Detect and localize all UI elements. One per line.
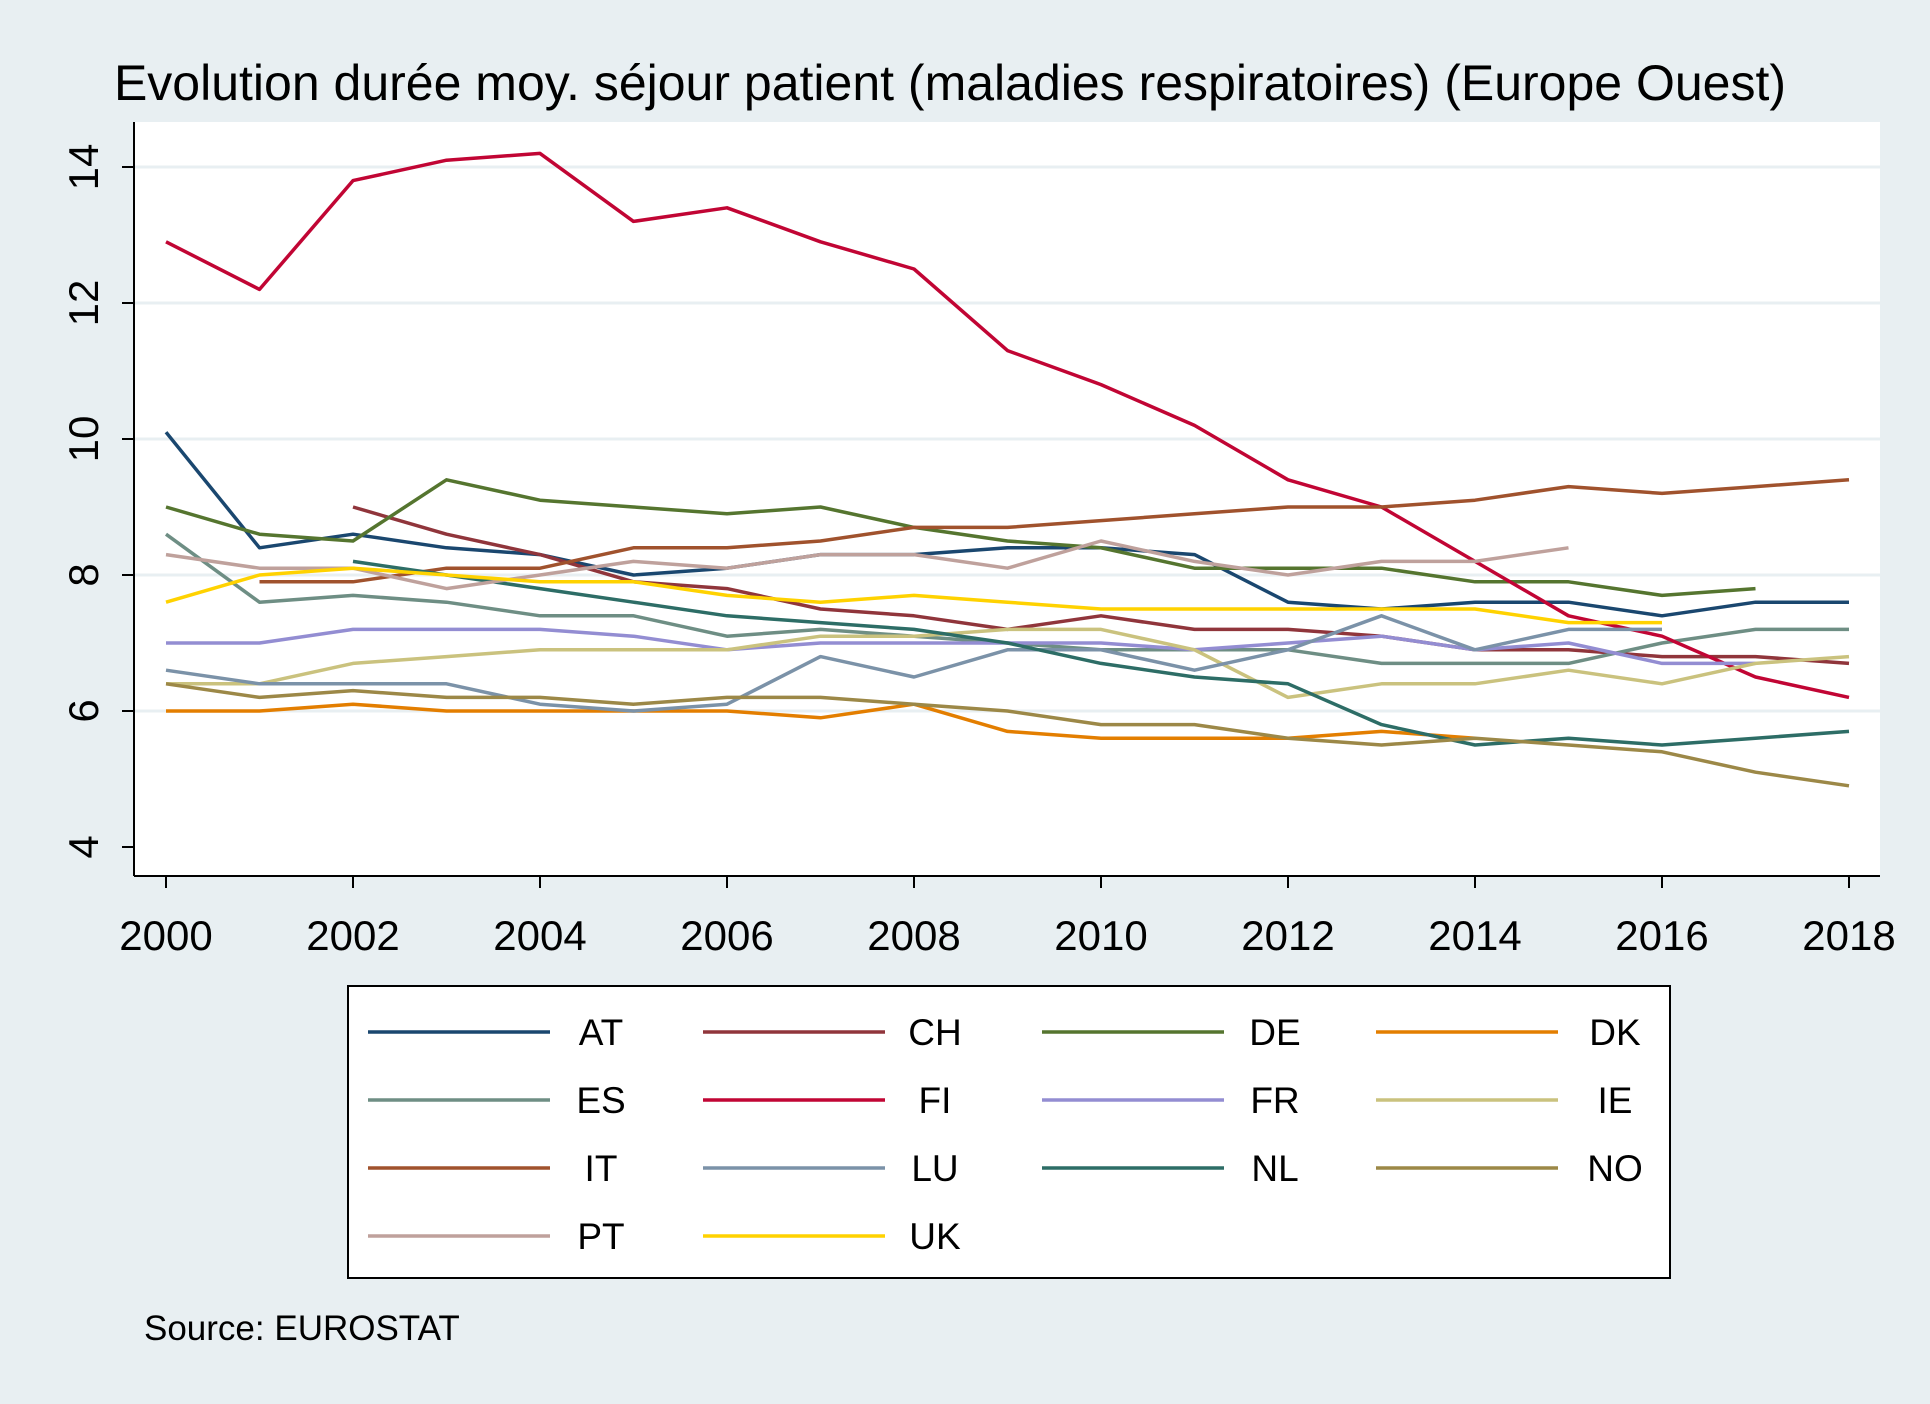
series-line-uk — [165, 566, 1662, 625]
legend-box — [347, 985, 1671, 1279]
axes — [133, 122, 1880, 877]
y-tick-label: 12 — [60, 280, 107, 327]
series-line-fr — [166, 627, 1756, 666]
x-tick-label: 2006 — [680, 912, 773, 959]
plot-area — [134, 122, 1880, 876]
x-tick-label: 2014 — [1428, 912, 1521, 959]
series-line-de — [165, 478, 1756, 598]
legend-label-lu: LU — [911, 1148, 958, 1189]
legend-label-no: NO — [1587, 1148, 1643, 1189]
x-tick-label: 2008 — [867, 912, 960, 959]
chart-title: Evolution durée moy. séjour patient (mal… — [114, 55, 1786, 111]
legend-label-dk: DK — [1589, 1012, 1641, 1053]
x-tick-label: 2010 — [1054, 912, 1147, 959]
legend-label-uk: UK — [909, 1216, 961, 1257]
legend-label-ch: CH — [908, 1012, 961, 1053]
series-line-pt — [165, 539, 1569, 591]
y-tick-label: 6 — [60, 699, 107, 722]
x-tick-label: 2000 — [119, 912, 212, 959]
legend: AT CH DE DK ES FI FR IE IT LU NL NO PT UK — [368, 1012, 1643, 1257]
legend-label-es: ES — [576, 1080, 625, 1121]
series-line-ch — [352, 505, 1850, 666]
series-lines — [164, 151, 1850, 788]
y-tick-label: 14 — [60, 144, 107, 191]
y-tick-label: 4 — [60, 835, 107, 858]
x-axis-ticks: 2000 2002 2004 2006 2008 2010 2012 2014 2016 2018 — [119, 876, 1896, 959]
x-tick-label: 2002 — [306, 912, 399, 959]
legend-label-at: AT — [579, 1012, 624, 1053]
x-tick-label: 2004 — [493, 912, 586, 959]
source-note: Source: EUROSTAT — [144, 1309, 460, 1348]
legend-label-pt: PT — [577, 1216, 624, 1257]
series-line-at — [164, 431, 1849, 618]
series-line-dk — [166, 702, 1476, 740]
legend-label-nl: NL — [1251, 1148, 1298, 1189]
y-tick-label: 8 — [60, 563, 107, 586]
x-tick-label: 2016 — [1615, 912, 1708, 959]
legend-label-fr: FR — [1250, 1080, 1299, 1121]
series-line-nl — [352, 559, 1850, 747]
series-line-ie — [166, 627, 1850, 700]
y-axis-ticks: 4 6 8 10 12 14 — [60, 144, 134, 859]
legend-label-it: IT — [585, 1148, 618, 1189]
y-tick-label: 10 — [60, 416, 107, 463]
series-line-it — [259, 478, 1850, 584]
x-tick-label: 2018 — [1802, 912, 1895, 959]
legend-label-fi: FI — [919, 1080, 952, 1121]
legend-label-de: DE — [1249, 1012, 1300, 1053]
series-line-lu — [165, 614, 1662, 713]
series-line-fi — [165, 151, 1850, 700]
x-tick-label: 2012 — [1241, 912, 1334, 959]
series-line-no — [165, 682, 1850, 788]
legend-label-ie: IE — [1598, 1080, 1633, 1121]
